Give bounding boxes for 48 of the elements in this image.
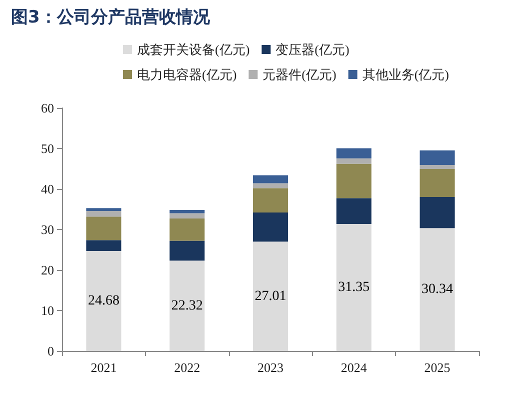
bar	[86, 216, 122, 240]
data-label: 22.32	[171, 298, 203, 314]
bar	[420, 150, 455, 165]
data-label: 24.68	[88, 294, 120, 309]
y-tick-label: 0	[48, 344, 54, 358]
legend-label: 其他业务(亿元)	[362, 67, 449, 82]
y-tick-label: 50	[41, 141, 54, 156]
x-tick-label: 2023	[258, 360, 284, 375]
bar	[86, 208, 122, 211]
bar	[170, 218, 205, 241]
bar	[170, 213, 205, 218]
bar	[252, 242, 288, 351]
legend-label: 成套开关设备(亿元)	[137, 42, 250, 57]
data-label: 27.01	[254, 288, 286, 304]
chart-title: 图3：公司分产品营收情况	[11, 8, 211, 28]
bar	[252, 183, 288, 188]
legend-label: 电力电容器(亿元)	[137, 67, 237, 82]
bar	[336, 158, 372, 164]
x-tick-label: 2022	[174, 360, 200, 375]
bar	[86, 210, 122, 217]
bar	[420, 196, 455, 228]
bar	[252, 188, 288, 212]
bar	[336, 164, 372, 198]
data-label: 30.34	[422, 282, 454, 298]
bar	[252, 175, 288, 184]
data-label: 31.35	[338, 280, 370, 296]
legend-label: 元器件(亿元)	[262, 67, 336, 82]
x-tick-label: 2025	[424, 360, 450, 375]
y-tick-label: 40	[41, 182, 54, 196]
bar	[336, 198, 372, 224]
y-tick-label: 60	[41, 100, 54, 116]
bar	[170, 240, 205, 261]
y-tick-label: 10	[41, 303, 54, 318]
bar	[420, 228, 455, 351]
y-tick-label: 20	[41, 262, 54, 278]
bar	[336, 224, 372, 351]
x-tick-label: 2024	[340, 360, 368, 375]
bar	[336, 148, 372, 158]
bar	[252, 212, 288, 242]
bar	[86, 251, 122, 351]
bar	[170, 260, 205, 351]
legend-label: 变压器(亿元)	[276, 42, 350, 57]
y-tick-label: 30	[41, 222, 54, 237]
bar	[86, 240, 122, 252]
bar	[420, 164, 455, 169]
x-tick-label: 2021	[90, 360, 117, 375]
bar	[170, 210, 205, 214]
bar	[420, 168, 455, 197]
